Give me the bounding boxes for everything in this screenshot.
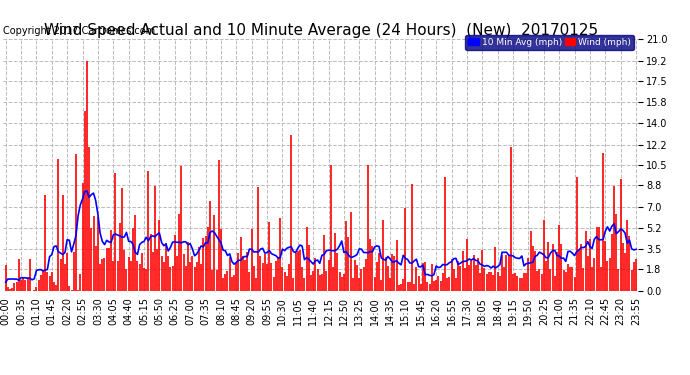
Legend: 10 Min Avg (mph), Wind (mph): 10 Min Avg (mph), Wind (mph) xyxy=(465,35,633,50)
Title: Wind Speed Actual and 10 Minute Average (24 Hours)  (New)  20170125: Wind Speed Actual and 10 Minute Average … xyxy=(43,23,598,38)
Text: Copyright 2017 Cartronics.com: Copyright 2017 Cartronics.com xyxy=(3,26,155,36)
